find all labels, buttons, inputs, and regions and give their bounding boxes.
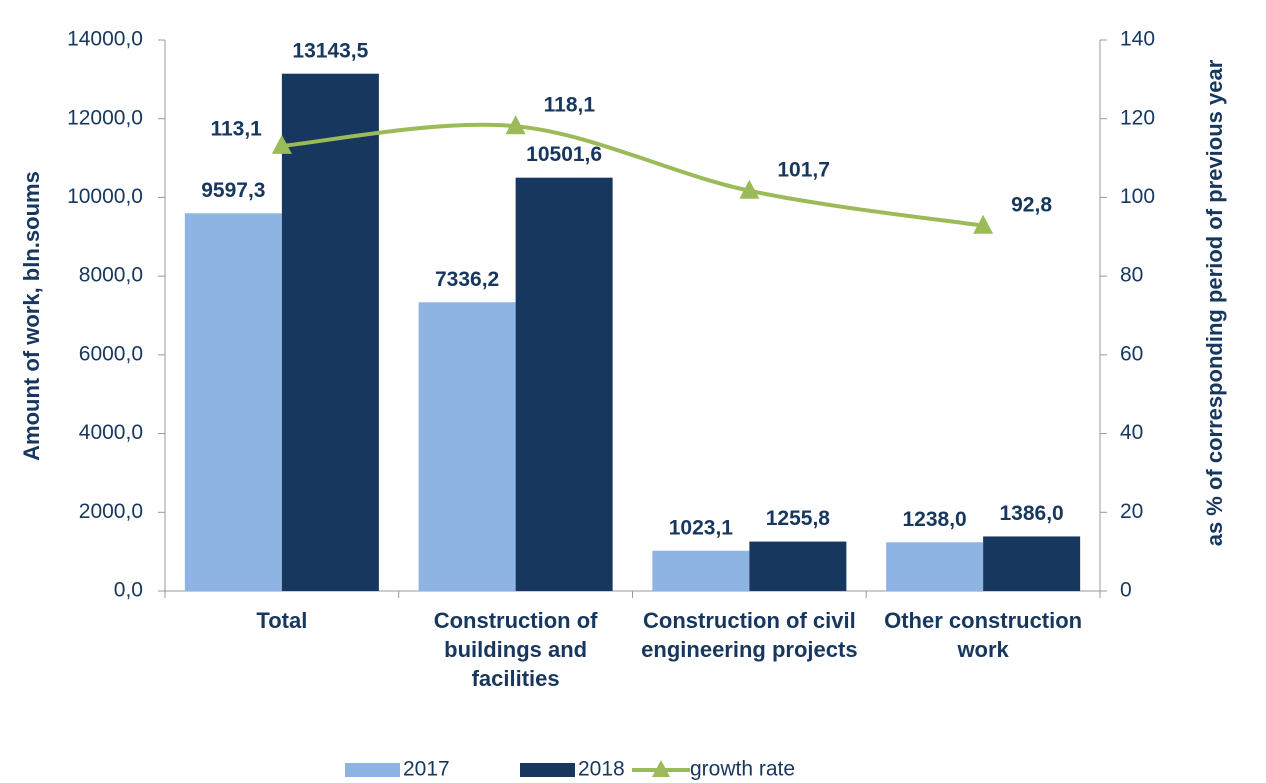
legend-label: 2018 — [578, 758, 625, 781]
y-tick-label: 8000,0 — [79, 264, 143, 287]
line-label: 113,1 — [210, 117, 262, 140]
bar-label: 7336,2 — [435, 268, 499, 291]
bar-label: 1238,0 — [903, 508, 967, 531]
line-marker — [271, 134, 292, 154]
legend-swatch — [345, 763, 400, 777]
legend-label: growth rate — [690, 758, 795, 781]
y2-axis-title: as % of corresponding period of previous… — [1202, 59, 1227, 547]
line-label: 101,7 — [777, 158, 830, 181]
line-label: 118,1 — [544, 94, 596, 117]
y-tick-label: 12000,0 — [67, 106, 143, 129]
x-tick-label: Construction of civil engineering projec… — [641, 608, 858, 662]
y2-tick-label: 20 — [1120, 500, 1143, 523]
bar — [749, 541, 847, 591]
y2-tick-label: 0 — [1120, 579, 1132, 602]
bar — [281, 73, 379, 591]
x-tick-label: Other construction work — [884, 608, 1083, 662]
bar-label: 1023,1 — [669, 516, 734, 539]
y-tick-label: 0,0 — [114, 579, 143, 602]
line-marker — [505, 115, 526, 135]
line-marker — [973, 214, 994, 234]
bar — [184, 213, 282, 591]
bar-label: 9597,3 — [201, 179, 265, 202]
y2-tick-label: 80 — [1120, 264, 1143, 287]
bar — [652, 550, 750, 591]
y2-tick-label: 100 — [1120, 185, 1155, 208]
bar-label: 1255,8 — [766, 507, 831, 530]
y-tick-label: 4000,0 — [79, 421, 143, 444]
bar-label: 1386,0 — [1000, 502, 1064, 525]
line-marker — [739, 179, 760, 199]
bar — [418, 302, 516, 591]
y2-tick-label: 60 — [1120, 342, 1143, 365]
y-axis-title: Amount of work, bln.soums — [19, 171, 44, 461]
legend-label: 2017 — [403, 758, 450, 781]
y-tick-label: 14000,0 — [67, 28, 143, 51]
x-tick-label: Construction of buildings and facilities — [433, 608, 598, 691]
legend-marker — [652, 760, 670, 777]
bar-label: 10501,6 — [526, 143, 602, 166]
y-tick-label: 2000,0 — [79, 500, 143, 523]
y-tick-label: 6000,0 — [79, 342, 143, 365]
line — [281, 122, 984, 228]
bar — [515, 177, 613, 592]
y2-tick-label: 40 — [1120, 421, 1143, 444]
bar — [983, 536, 1081, 591]
bar-label: 13143,5 — [292, 39, 368, 62]
bar — [886, 542, 984, 591]
y2-tick-label: 140 — [1120, 28, 1155, 51]
x-tick-label: Total — [256, 608, 308, 633]
y2-tick-label: 120 — [1120, 106, 1155, 129]
y-tick-label: 10000,0 — [67, 185, 143, 208]
line-label: 92,8 — [1011, 193, 1052, 216]
legend-swatch — [520, 763, 575, 777]
